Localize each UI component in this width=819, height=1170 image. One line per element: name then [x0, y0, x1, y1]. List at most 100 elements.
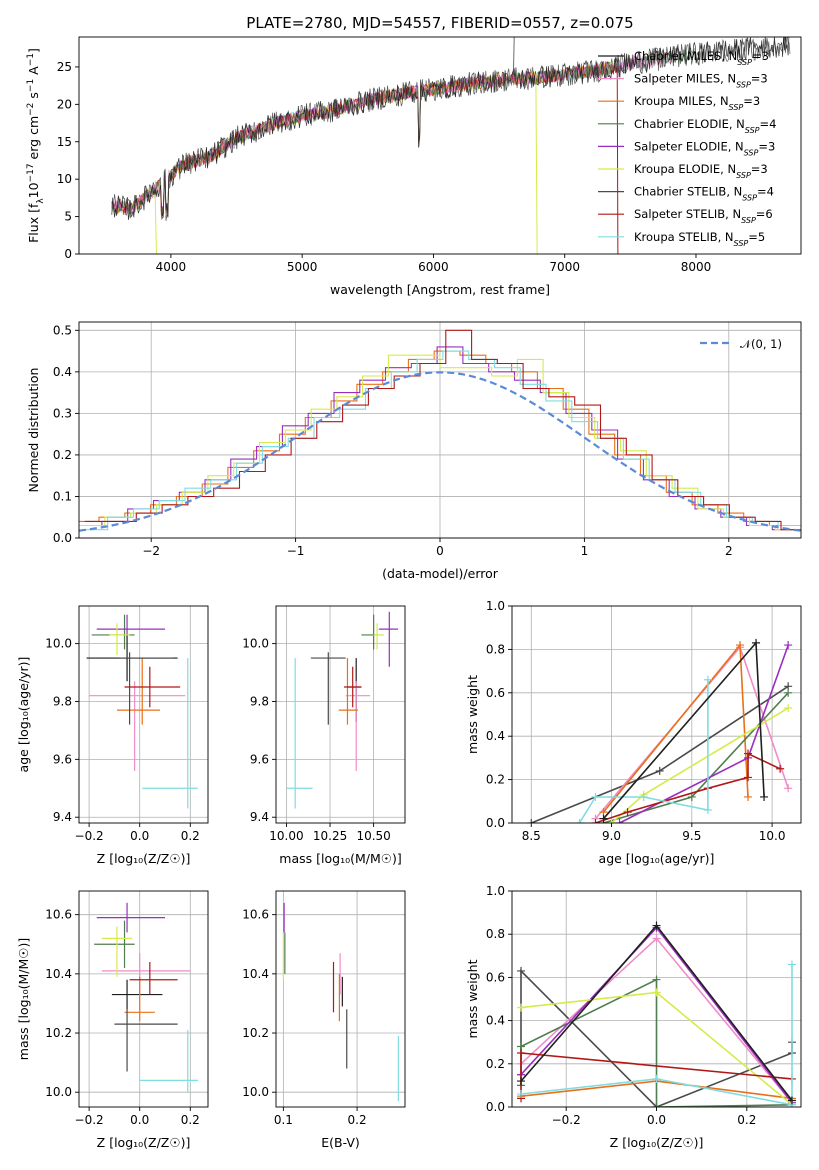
mass-weight-marker: [703, 675, 712, 684]
x-tick-label: 1: [581, 544, 589, 558]
y-tick-label: 10.6: [45, 908, 72, 922]
mass-weight-series-7: [520, 964, 793, 1106]
histogram-series-0: [79, 350, 796, 527]
age-vs-Z-ylabel: age [log₁₀(age/yr)]: [16, 657, 31, 773]
mass-vs-EBV-axes: 0.1 0.2 10.0 10.2 10.4 10.6: [242, 891, 405, 1127]
mass-weight-marker: [752, 638, 761, 647]
spectrum-lines: [111, 37, 791, 254]
x-tick-label: 0.2: [348, 1113, 367, 1127]
normal-curve: [79, 371, 801, 532]
x-tick-label: 0.1: [274, 1113, 293, 1127]
legend-label: Salpeter ELODIE, NSSP=3: [634, 139, 775, 157]
mass-weight-series-6: [595, 752, 781, 823]
y-tick-label: 0.8: [486, 642, 505, 656]
y-tick-label: 10.0: [242, 1085, 269, 1099]
spectrum-spike: [154, 194, 157, 254]
y-tick-label: 10.0: [242, 637, 269, 651]
spectrum-line-0: [111, 37, 790, 220]
x-tick-label: 10.50: [356, 829, 390, 843]
mass-weight-vs-age-ylabel: mass weight: [465, 675, 480, 754]
legend-label: Kroupa STELIB, NSSP=5: [634, 230, 765, 248]
mass-weight-marker: [784, 784, 793, 793]
mass-weight-vs-Z-frame: [511, 890, 802, 1108]
mass-weight-marker: [623, 808, 632, 817]
mass-vs-EBV-points: [282, 902, 399, 1102]
y-tick-label: 10: [57, 172, 72, 186]
mass-weight-marker: [652, 1103, 661, 1107]
spectrum-ylabel: Flux [fλ10−17 erg cm−2 s−1 A−1]: [26, 48, 46, 243]
y-tick-label: 10.4: [45, 967, 72, 981]
mass-weight-series-4: [619, 644, 789, 823]
mass-weight-marker: [517, 1049, 526, 1057]
age-vs-mass-xlabel: mass [log₁₀(M/M☉)]: [279, 851, 401, 866]
legend-normal-label: 𝒩(0, 1): [740, 337, 782, 351]
mass-weight-marker: [787, 960, 796, 969]
mass-weight-marker: [652, 1074, 661, 1083]
residuals-xlabel: (data-model)/error: [382, 566, 499, 581]
x-tick-label: −0.2: [75, 829, 104, 843]
x-tick-label: 8.5: [522, 829, 541, 843]
mass-vs-Z-frame: [78, 890, 209, 1108]
spectrum-spike: [513, 37, 515, 75]
spectrum-line-5: [111, 61, 616, 217]
y-tick-label: 0.3: [53, 406, 72, 420]
age-vs-mass-points: [286, 611, 399, 809]
mass-weight-marker: [655, 766, 664, 775]
y-tick-label: 0.0: [486, 816, 505, 830]
x-tick-label: 2: [725, 544, 733, 558]
mass-weight-marker: [784, 703, 793, 712]
legend-label: Chabrier ELODIE, NSSP=4: [634, 117, 776, 135]
mass-weight-marker: [599, 814, 608, 823]
y-tick-label: 0.4: [486, 729, 505, 743]
mass-weight-vs-Z-xlabel: Z [log₁₀(Z/Z☉)]: [610, 1135, 704, 1150]
y-tick-label: 20: [57, 97, 72, 111]
x-tick-label: 0.0: [647, 1113, 666, 1127]
x-tick-label: 0.0: [130, 829, 149, 843]
residuals-axes: −2 −1 0 1 2 0.0 0.1 0.2 0.3 0.4 0.5: [53, 322, 801, 558]
mass-weight-marker: [517, 1003, 526, 1012]
age-vs-mass-frame: [275, 605, 406, 824]
mass-vs-Z-points: [94, 902, 198, 1093]
y-tick-label: 0.2: [53, 448, 72, 462]
x-tick-label: 9.0: [602, 829, 621, 843]
mass-weight-marker: [639, 792, 648, 801]
mass-weight-marker: [517, 966, 526, 975]
mass-weight-marker: [652, 975, 661, 984]
mass-weight-marker: [517, 1090, 526, 1099]
mass-vs-EBV-frame: [275, 890, 406, 1108]
spectrum-spike: [535, 74, 538, 254]
residuals-frame: [78, 321, 802, 539]
residual-histograms: [79, 329, 801, 532]
x-tick-label: −0.2: [75, 1113, 104, 1127]
age-vs-Z-xlabel: Z [log₁₀(Z/Z☉)]: [97, 851, 191, 866]
y-tick-label: 0.8: [486, 927, 505, 941]
x-tick-label: 0.2: [181, 829, 200, 843]
x-tick-label: 10.25: [313, 829, 347, 843]
mass-weight-series-8: [602, 640, 765, 820]
legend-label: Salpeter MILES, NSSP=3: [634, 72, 768, 90]
y-tick-label: 10.0: [45, 1085, 72, 1099]
spectrum-line-6: [111, 37, 791, 221]
x-tick-label: 0.2: [181, 1113, 200, 1127]
spectrum-axes: 4000 5000 6000 7000 8000 0 5 10 15 20 25: [57, 60, 712, 274]
x-tick-label: 0: [436, 544, 444, 558]
x-tick-label: 5000: [287, 260, 318, 274]
histogram-series-2: [79, 354, 801, 531]
mass-vs-Z-xlabel: Z [log₁₀(Z/Z☉)]: [97, 1135, 191, 1150]
residuals-ylabel: Normed distribution: [26, 368, 41, 493]
x-tick-label: 10.00: [269, 829, 303, 843]
histogram-series-4: [84, 329, 801, 531]
y-tick-label: 9.6: [250, 752, 269, 766]
y-tick-label: 0.6: [486, 686, 505, 700]
spectrum-frame: [78, 36, 802, 255]
mass-weight-marker: [527, 819, 536, 823]
mass-vs-Z-ylabel: mass [log₁₀(M/M☉)]: [16, 938, 31, 1060]
mass-weight-marker: [784, 688, 793, 697]
y-tick-label: 0.4: [53, 365, 72, 379]
mass-weight-series-2: [602, 642, 749, 813]
mass-weight-marker: [652, 934, 661, 943]
y-tick-label: 0.4: [486, 1014, 505, 1028]
mass-weight-marker: [591, 792, 600, 801]
histogram-series-1: [79, 346, 799, 531]
mass-weight-marker: [744, 749, 753, 758]
